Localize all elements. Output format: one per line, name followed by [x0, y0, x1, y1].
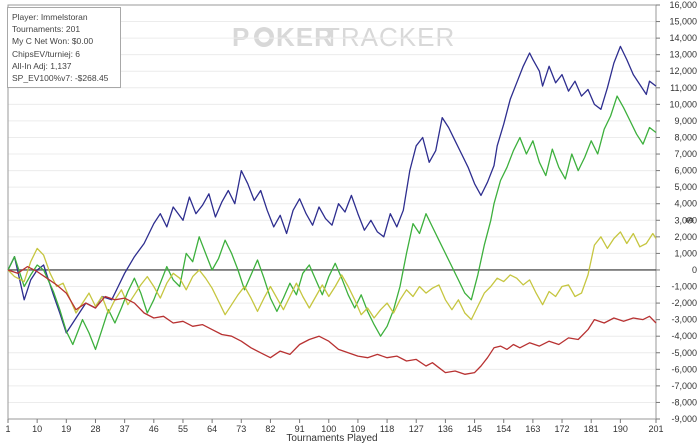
y-tick-label: 0: [692, 265, 697, 275]
x-tick-label: 118: [380, 424, 394, 434]
stat-sp-ev: SP_EV100%v7: -$268.45: [12, 73, 109, 84]
y-tick-label: 3,000: [674, 215, 697, 225]
x-tick-label: 37: [120, 424, 130, 434]
pokertracker-watermark: P KER TRACKER: [232, 22, 455, 52]
x-tick-label: 10: [32, 424, 42, 434]
series-line-4: [7, 265, 657, 375]
plot-frame: [7, 4, 657, 420]
y-tick-label: 6,000: [674, 166, 697, 176]
stat-player: Player: Immelstoran: [12, 12, 88, 22]
x-tick-label: 109: [350, 424, 365, 434]
stat-chips-ev: ChipsEV/turniej: 6: [12, 48, 81, 59]
series-line-2: [7, 95, 657, 351]
series-layer: [7, 45, 657, 375]
y-tick-label: 1,000: [674, 248, 697, 258]
watermark-text-tracker: TRACKER: [324, 22, 455, 52]
y-tick-label: 7,000: [674, 149, 697, 159]
x-tick-label: 19: [61, 424, 71, 434]
stat-tournaments: Tournaments: 201: [12, 24, 81, 35]
y-tick-label: 5,000: [674, 182, 697, 192]
x-tick-label: 172: [555, 424, 570, 434]
x-tick-label: 1: [5, 424, 10, 434]
y-tick-label: -1,000: [671, 282, 697, 292]
x-tick-label: 28: [90, 424, 100, 434]
y-tick-label: -7,000: [671, 381, 697, 391]
y-tick-label: 2,000: [674, 232, 697, 242]
x-tick-label: 201: [648, 424, 663, 434]
watermark-text-p: P: [232, 22, 250, 52]
x-tick-label: 55: [178, 424, 188, 434]
y-tick-label: -6,000: [671, 364, 697, 374]
x-tick-label: 46: [149, 424, 159, 434]
y-tick-label: 16,000: [669, 0, 697, 10]
x-axis-title: Tournaments Played: [286, 433, 377, 444]
x-tick-label: 154: [496, 424, 511, 434]
y-tick-label: 14,000: [669, 33, 697, 43]
watermark-text-ker: KER: [276, 22, 334, 52]
x-axis: 1 10 19 28 37 46 55 64 73 82 91 100 109 118 127 136 145 1…: [5, 419, 664, 434]
y-tick-label: -3,000: [671, 315, 697, 325]
x-tick-label: 190: [613, 424, 628, 434]
player-stats-box: Player: Immelstoran Tournaments: 201 My …: [7, 7, 121, 89]
x-tick-label: 136: [438, 424, 453, 434]
y-tick-label: -5,000: [671, 348, 697, 358]
y-tick-label: 11,000: [670, 83, 697, 93]
x-tick-label: 181: [584, 424, 599, 434]
stat-all-in-adj: All-In Adj: 1,137: [12, 60, 72, 71]
y-tick-label: -9,000: [671, 414, 697, 424]
series-line-1: [7, 45, 657, 334]
x-tick-label: 145: [467, 424, 482, 434]
y-tick-label: 13,000: [669, 50, 697, 60]
series-line-3: [7, 231, 657, 321]
x-tick-label: 91: [295, 424, 305, 434]
y-axis-title: $: [685, 217, 696, 223]
x-tick-label: 100: [321, 424, 336, 434]
stat-net-won: My C Net Won: $0.00: [12, 36, 94, 47]
x-tick-label: 163: [525, 424, 540, 434]
y-tick-label: 9,000: [674, 116, 697, 126]
y-tick-label: -2,000: [671, 298, 697, 308]
y-tick-label: 15,000: [669, 17, 697, 27]
x-tick-label: 82: [265, 424, 275, 434]
x-tick-label: 73: [236, 424, 246, 434]
y-tick-label: 4,000: [674, 199, 697, 209]
y-tick-label: -4,000: [671, 331, 697, 341]
chip-icon: [254, 27, 274, 47]
y-tick-label: 8,000: [674, 132, 697, 142]
y-tick-label: -8,000: [671, 397, 697, 407]
y-axis: -9,000 -8,000 -7,000 -6,000 -5,000 -4,000 -3,0…: [656, 0, 697, 424]
y-tick-label: 12,000: [669, 66, 697, 76]
y-tick-label: 10,000: [669, 99, 697, 109]
x-tick-label: 64: [207, 424, 217, 434]
x-tick-label: 127: [409, 424, 424, 434]
